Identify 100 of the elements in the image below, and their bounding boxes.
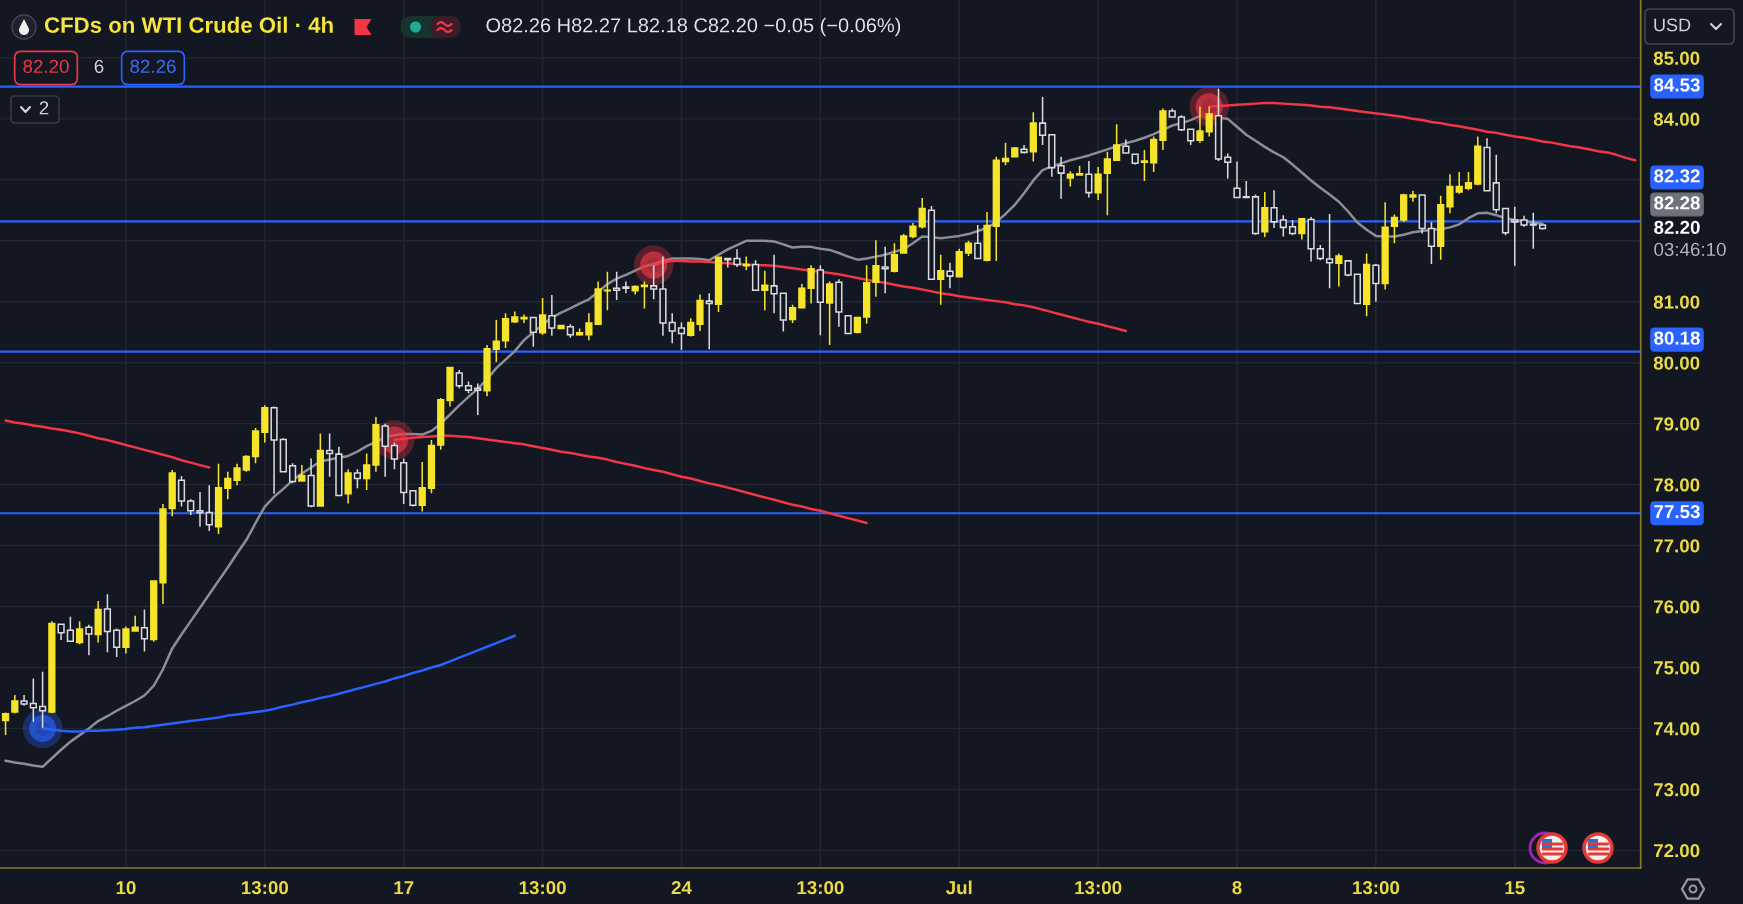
candlestick bbox=[11, 694, 19, 714]
candlestick bbox=[1483, 137, 1491, 192]
candlestick bbox=[909, 222, 917, 240]
y-tick-label: 77.00 bbox=[1654, 539, 1700, 553]
y-tick-label: 78.00 bbox=[1654, 478, 1700, 492]
candlestick bbox=[400, 457, 408, 505]
candlestick bbox=[1529, 211, 1537, 250]
candlestick bbox=[622, 280, 630, 294]
candlestick bbox=[261, 404, 269, 444]
annotation: 82.20 bbox=[23, 59, 69, 74]
candlestick bbox=[335, 446, 343, 497]
y-tick-label: 81.00 bbox=[1653, 295, 1700, 309]
candlestick bbox=[1492, 154, 1500, 215]
candlestick bbox=[1446, 173, 1454, 215]
candlestick bbox=[1011, 146, 1019, 159]
candlestick bbox=[696, 293, 704, 332]
candlestick bbox=[1316, 244, 1324, 262]
candlestick bbox=[1418, 193, 1426, 235]
candlestick bbox=[1381, 201, 1389, 291]
candlestick bbox=[937, 254, 945, 306]
x-tick-label: 10 bbox=[116, 881, 136, 895]
y-tick-label: 73.00 bbox=[1654, 783, 1700, 797]
candlestick bbox=[66, 616, 75, 643]
candlestick bbox=[1075, 165, 1084, 177]
candlestick bbox=[863, 264, 871, 325]
candlestick bbox=[1362, 252, 1371, 318]
candlestick bbox=[566, 323, 574, 339]
candlestick bbox=[1233, 160, 1241, 199]
text: CFDs on WTI Crude Oil · 4h bbox=[44, 16, 333, 33]
candlestick bbox=[677, 321, 686, 351]
candlestick bbox=[29, 677, 37, 723]
point bbox=[633, 245, 674, 285]
candlestick bbox=[798, 283, 806, 309]
ref-line-label: 77.53 bbox=[1654, 505, 1700, 519]
text: O82.26 H82.27 L82.18 C82.20 −0.05 (−0.06%) bbox=[486, 17, 901, 37]
candlestick bbox=[1029, 111, 1037, 163]
candlestick bbox=[474, 382, 482, 416]
candlestick bbox=[538, 297, 547, 336]
candlestick bbox=[316, 432, 324, 507]
candlestick bbox=[1094, 166, 1102, 201]
candlestick bbox=[1205, 105, 1213, 138]
candlestick bbox=[964, 240, 973, 257]
candlestick bbox=[872, 239, 880, 298]
candlestick bbox=[650, 264, 658, 301]
candlestick bbox=[381, 422, 389, 478]
y-tick-label: 72.00 bbox=[1654, 844, 1700, 858]
candlestick bbox=[298, 464, 306, 482]
point bbox=[22, 708, 63, 749]
candlestick bbox=[242, 454, 250, 473]
x-tick-label: 17 bbox=[394, 881, 414, 895]
candlestick bbox=[1270, 189, 1278, 229]
candlestick bbox=[307, 457, 315, 508]
x-tick-label: 13:00 bbox=[242, 881, 289, 895]
candlestick bbox=[1214, 87, 1223, 162]
candlestick bbox=[288, 462, 297, 485]
candlestick bbox=[363, 452, 371, 491]
x-tick-label: Jul bbox=[945, 880, 972, 895]
candlestick bbox=[1187, 128, 1195, 146]
x-tick-label: 15 bbox=[1505, 881, 1525, 895]
text: 82.28 bbox=[1654, 196, 1700, 210]
candlestick bbox=[714, 255, 723, 313]
candlestick bbox=[1224, 152, 1232, 180]
candlestick bbox=[1474, 135, 1482, 187]
annotation: 6 bbox=[94, 59, 104, 74]
candlestick bbox=[955, 247, 963, 279]
candlestick bbox=[992, 155, 1000, 262]
candlestick bbox=[196, 491, 204, 528]
candlestick bbox=[557, 324, 565, 330]
candlestick bbox=[205, 484, 213, 532]
candlestick bbox=[1020, 144, 1028, 155]
candlestick bbox=[1066, 170, 1074, 188]
x-tick-label: 24 bbox=[671, 881, 692, 895]
candlestick bbox=[1427, 221, 1436, 265]
candlestick bbox=[464, 380, 473, 394]
y-tick-label: 84.00 bbox=[1653, 112, 1700, 126]
y-tick-label: 75.00 bbox=[1654, 661, 1700, 675]
candlestick bbox=[1131, 152, 1139, 166]
candlestick bbox=[372, 416, 380, 473]
x-tick-label: 13:00 bbox=[1353, 881, 1400, 895]
x-tick-label: 8 bbox=[1232, 881, 1242, 895]
x-tick-label: 13:00 bbox=[797, 881, 844, 895]
candlestick bbox=[881, 246, 889, 294]
candlestick bbox=[853, 316, 862, 335]
text: USD bbox=[1654, 18, 1691, 32]
candlestick bbox=[575, 327, 584, 337]
candlestick bbox=[122, 625, 130, 655]
candlestick bbox=[251, 427, 260, 465]
candlestick bbox=[177, 475, 186, 508]
candlestick bbox=[75, 620, 84, 646]
candlestick bbox=[844, 314, 852, 335]
candlestick bbox=[344, 468, 352, 505]
ref-line-label: 82.32 bbox=[1654, 169, 1700, 183]
candlestick bbox=[492, 319, 500, 363]
x-tick-label: 13:00 bbox=[1075, 881, 1122, 895]
candlestick bbox=[1103, 151, 1112, 216]
candlestick bbox=[788, 304, 797, 324]
candlestick bbox=[520, 313, 528, 324]
candlestick bbox=[455, 369, 463, 390]
ref-line-label: 80.18 bbox=[1654, 331, 1700, 345]
candlestick bbox=[1, 711, 10, 736]
